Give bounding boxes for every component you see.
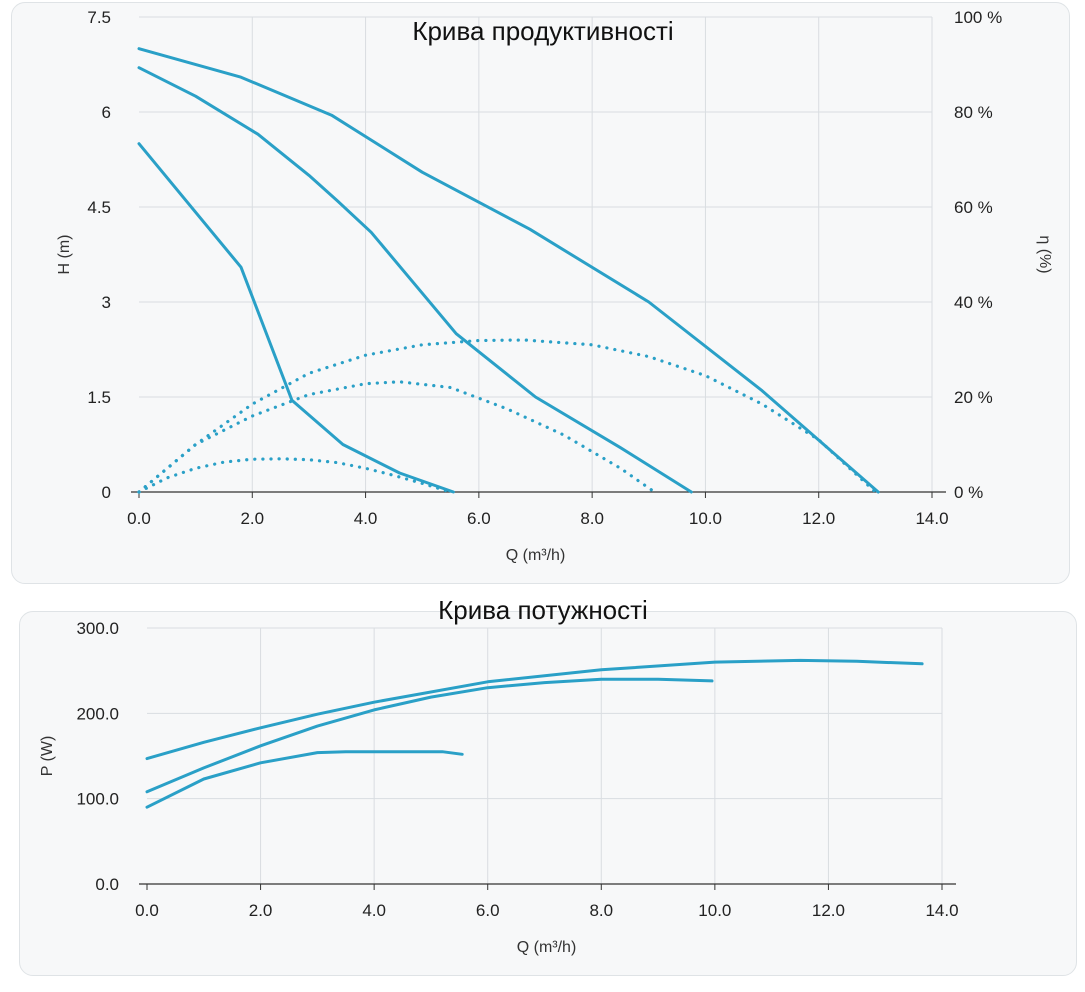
x-tick-label: 4.0 bbox=[354, 509, 378, 528]
x-tick-label: 0.0 bbox=[127, 509, 151, 528]
x-tick-label: 0.0 bbox=[135, 901, 159, 920]
y-tick-label: 4.5 bbox=[87, 198, 111, 217]
y-tick-label: 200.0 bbox=[76, 704, 119, 723]
y2-tick-label: 0 % bbox=[954, 483, 983, 502]
x-tick-label: 14.0 bbox=[925, 901, 958, 920]
data-curve-2 bbox=[137, 66, 693, 494]
data-curve-3 bbox=[137, 47, 880, 494]
x-tick-label: 12.0 bbox=[812, 901, 845, 920]
y2-tick-label: 40 % bbox=[954, 293, 993, 312]
x-tick-label: 6.0 bbox=[476, 901, 500, 920]
x-tick-label: 2.0 bbox=[249, 901, 273, 920]
y-tick-label: 1.5 bbox=[87, 388, 111, 407]
chart-title: Крива продуктивності bbox=[412, 16, 673, 46]
y2-tick-label: 60 % bbox=[954, 198, 993, 217]
y-axis-title: H (m) bbox=[56, 235, 73, 275]
y-axis-title: P (W) bbox=[39, 736, 56, 777]
x-tick-label: 2.0 bbox=[240, 509, 264, 528]
chart-title: Крива потужності bbox=[438, 595, 648, 625]
x-tick-label: 10.0 bbox=[689, 509, 722, 528]
x-tick-label: 8.0 bbox=[580, 509, 604, 528]
data-curve-3 bbox=[145, 658, 924, 761]
y2-tick-label: 80 % bbox=[954, 103, 993, 122]
data-curve-1 bbox=[137, 142, 455, 494]
y-tick-label: 0.0 bbox=[95, 875, 119, 894]
y-tick-label: 7.5 bbox=[87, 8, 111, 27]
data-curve-2 bbox=[145, 677, 714, 794]
x-tick-label: 8.0 bbox=[589, 901, 613, 920]
y-tick-label: 300.0 bbox=[76, 619, 119, 638]
y2-tick-label: 20 % bbox=[954, 388, 993, 407]
x-tick-label: 14.0 bbox=[915, 509, 948, 528]
efficiency-curve-4 bbox=[137, 457, 453, 494]
y-tick-label: 6 bbox=[102, 103, 111, 122]
x-axis-title: Q (m³/h) bbox=[506, 547, 566, 564]
performance-chart-panel bbox=[11, 2, 1070, 584]
x-axis-title: Q (m³/h) bbox=[517, 939, 577, 956]
y-tick-label: 100.0 bbox=[76, 790, 119, 809]
power-chart-panel bbox=[19, 611, 1077, 976]
performance-chart: 0.0 2.0 4.0 6.0 8.0 10.0 12.0 14.0 0 1.5 3 4.5 6 7.5 0… bbox=[56, 8, 1053, 564]
efficiency-curve-5 bbox=[137, 380, 657, 494]
x-tick-label: 4.0 bbox=[362, 901, 386, 920]
x-tick-label: 6.0 bbox=[467, 509, 491, 528]
y-tick-label: 3 bbox=[102, 293, 111, 312]
power-chart: 0.0 2.0 4.0 6.0 8.0 10.0 12.0 14.0 0.0 100.0 200.0… bbox=[39, 595, 959, 956]
efficiency-curve-6 bbox=[137, 338, 878, 494]
y-tick-label: 0 bbox=[102, 483, 111, 502]
y2-tick-label: 100 % bbox=[954, 8, 1002, 27]
x-tick-label: 12.0 bbox=[802, 509, 835, 528]
data-curve-1 bbox=[145, 750, 464, 809]
x-tick-label: 10.0 bbox=[698, 901, 731, 920]
y2-axis-title: η (%) bbox=[1036, 235, 1053, 273]
